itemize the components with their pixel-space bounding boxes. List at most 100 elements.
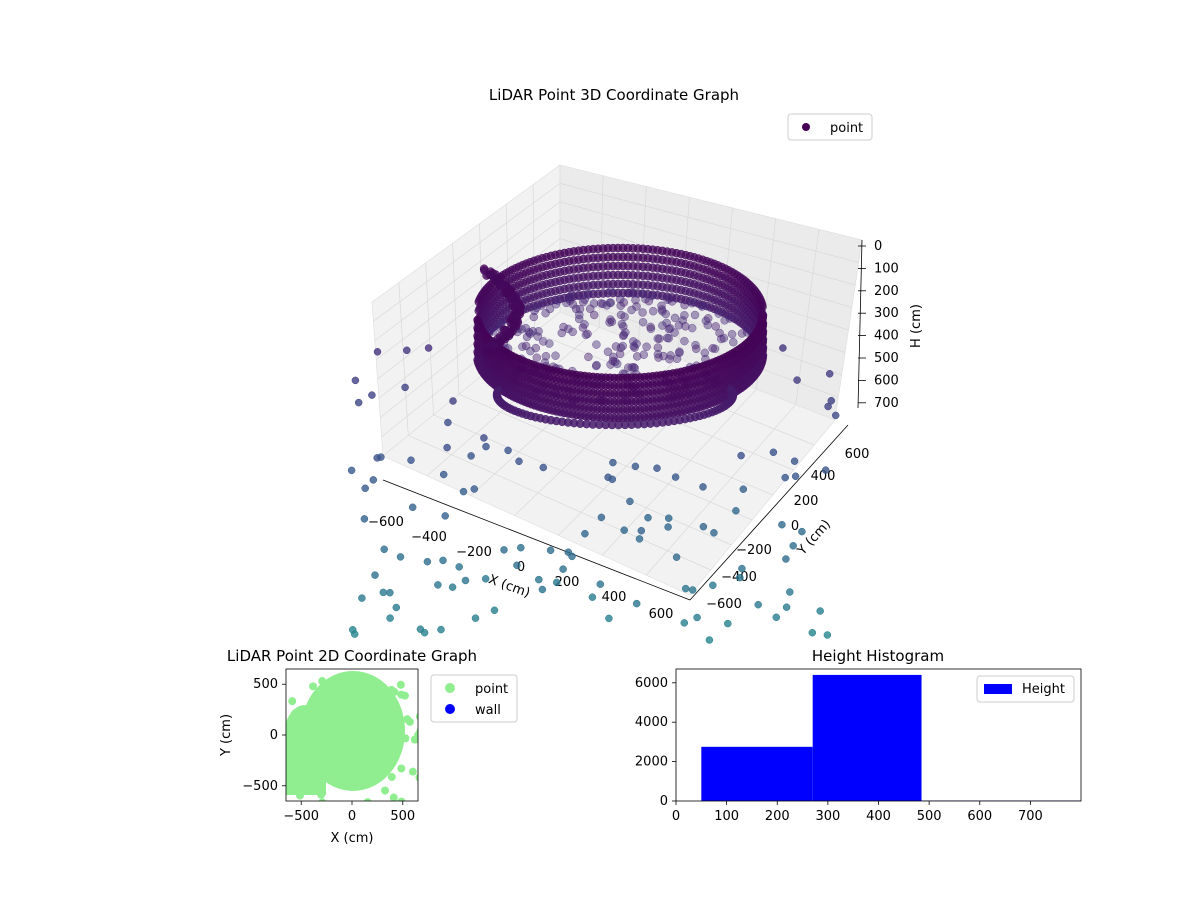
point-3d — [662, 318, 671, 328]
point-3d — [500, 546, 508, 554]
point-3d — [772, 613, 781, 622]
point-3d — [624, 363, 633, 372]
x-tick-label-3d: 400 — [602, 590, 627, 605]
scatter-2d-point — [389, 793, 398, 801]
scatter-2d-point — [415, 773, 418, 782]
point-3d — [513, 561, 521, 570]
scatter-2d-point — [396, 680, 405, 689]
point-3d — [697, 301, 706, 310]
point-3d — [455, 563, 463, 571]
point-3d — [615, 295, 625, 304]
x-tick-label-3d: 0 — [517, 560, 525, 575]
point-3d — [608, 475, 617, 484]
point-3d — [717, 334, 726, 344]
point-3d — [724, 619, 732, 628]
point-3d — [533, 332, 542, 341]
chart-2d-title: LiDAR Point 2D Coordinate Graph — [227, 647, 477, 665]
point-3d — [396, 553, 405, 561]
point-3d — [609, 458, 617, 467]
point-3d — [347, 466, 356, 475]
point-3d — [720, 316, 729, 325]
point-3d — [798, 527, 806, 536]
point-3d — [526, 329, 535, 338]
scatter-2d-point — [401, 734, 410, 743]
point-3d — [700, 348, 710, 358]
scatter-2d-point — [312, 758, 321, 767]
point-3d — [592, 360, 601, 370]
z-tick-label-3d: 400 — [874, 329, 899, 344]
point-3d — [629, 341, 639, 351]
grid-line — [408, 435, 711, 571]
scatter-2d-point — [276, 692, 284, 700]
point-3d — [377, 453, 385, 461]
scatter-2d-point — [299, 771, 308, 780]
point-3d — [482, 442, 490, 451]
y-tick-label-3d: 0 — [791, 519, 799, 534]
point-cloud-2d — [273, 670, 418, 801]
point-3d — [490, 606, 499, 615]
point-3d — [648, 306, 658, 316]
scatter-2d-point — [290, 709, 299, 718]
z-axis-line — [857, 239, 863, 409]
point-3d — [515, 457, 523, 466]
point-3d — [680, 336, 689, 346]
point-3d — [575, 310, 584, 320]
point-3d — [626, 497, 634, 506]
grid-line — [426, 327, 600, 477]
y-tick-label-2d: 500 — [253, 677, 278, 692]
x-tick-label-2d: −500 — [283, 809, 319, 824]
scatter-2d-point — [403, 715, 412, 724]
point-3d — [360, 515, 369, 523]
point-3d — [742, 328, 752, 337]
scatter-2d-point — [309, 682, 318, 691]
point-3d — [448, 583, 457, 591]
point-3d — [699, 522, 708, 531]
point-3d — [680, 311, 689, 320]
point-3d — [667, 297, 677, 306]
point-3d — [627, 305, 636, 315]
point-3d — [632, 599, 641, 608]
point-3d — [581, 330, 591, 340]
scatter-2d-point — [350, 678, 359, 687]
point-3d — [481, 575, 490, 583]
point-3d — [473, 347, 482, 357]
scatter-2d-point — [278, 700, 286, 708]
point-3d — [392, 603, 401, 612]
scatter-2d-point — [326, 800, 331, 801]
point-3d — [737, 329, 747, 338]
scatter-2d-point — [273, 764, 281, 772]
point-3d — [532, 353, 542, 362]
grid-line — [381, 293, 561, 438]
y-tick-labels-2d: 500 0 −500 — [242, 677, 286, 794]
scatter-2d-point — [393, 731, 402, 740]
scatter-2d-point — [318, 798, 327, 801]
point-3d — [488, 327, 498, 336]
scatter-2d-point — [387, 695, 396, 704]
scatter-2d-point — [305, 780, 314, 789]
scatter-2d-plot-area — [273, 670, 418, 801]
point-3d — [361, 484, 369, 493]
grid-line — [795, 229, 820, 405]
point-3d — [657, 301, 666, 311]
histogram-y-tick-label: 6000 — [635, 676, 668, 691]
point-3d — [736, 573, 744, 582]
point-3d — [605, 318, 614, 327]
point-3d — [831, 411, 840, 420]
point-3d — [823, 631, 832, 639]
point-3d — [580, 320, 589, 329]
histogram-y-tick-label: 4000 — [635, 715, 668, 730]
point-3d — [680, 300, 689, 310]
point-3d — [568, 327, 577, 337]
point-3d — [588, 593, 597, 601]
histogram-bar — [812, 674, 922, 801]
point-3d — [635, 535, 644, 543]
point-3d — [591, 361, 601, 371]
point-3d — [606, 360, 615, 369]
point-3d — [494, 386, 503, 395]
point-3d — [693, 613, 701, 622]
histogram-x-tick-label: 600 — [967, 809, 992, 824]
point-3d — [782, 603, 791, 611]
point-3d — [529, 312, 539, 322]
histogram-x-tick-label: 200 — [765, 809, 790, 824]
point-3d — [403, 346, 411, 355]
